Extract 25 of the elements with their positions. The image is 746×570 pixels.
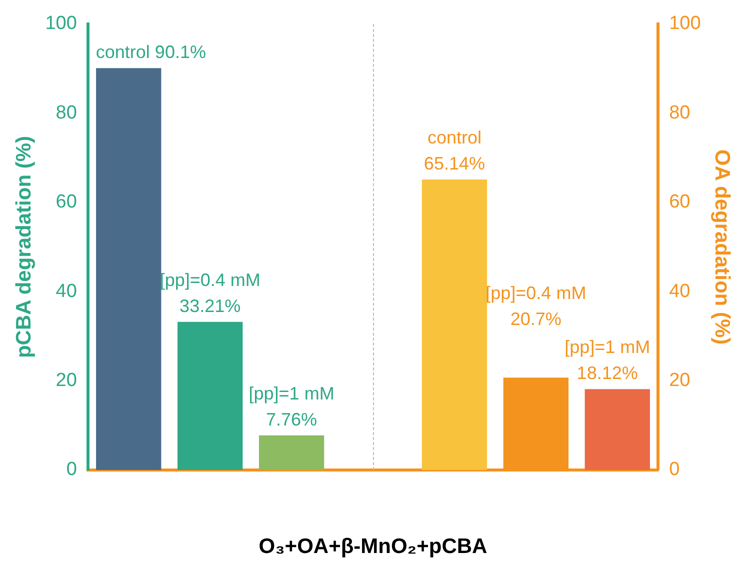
y-tick-label: 0 <box>66 459 77 480</box>
y2-tick-label: 80 <box>669 102 690 124</box>
y-tick-label: 20 <box>56 370 77 392</box>
bar <box>422 179 488 470</box>
y2-tick-label: 0 <box>669 459 680 480</box>
y-tick-label: 60 <box>56 192 77 213</box>
bar <box>258 435 324 470</box>
data-label: control 90.1% <box>96 42 206 62</box>
data-label: [pp]=0.4 mM 33.21% <box>160 270 260 316</box>
y2-tick-label: 20 <box>669 370 690 392</box>
y-tick-label: 80 <box>56 102 77 124</box>
bar <box>96 68 162 470</box>
bar <box>178 322 243 470</box>
y2-tick-label: 60 <box>669 192 690 213</box>
data-label: [pp]=1 mM 7.76% <box>248 383 334 430</box>
data-label: [pp]=1 mM 18.12% <box>564 337 650 384</box>
y-tick-label: 40 <box>56 280 77 302</box>
y2-axis-title: OA degradation (%) <box>710 149 734 345</box>
y2-tick-label: 40 <box>669 280 690 302</box>
bar <box>584 389 650 470</box>
x-axis-title: O₃+OA+β-MnO₂+pCBA <box>258 535 488 558</box>
y-tick-label: 100 <box>45 13 77 34</box>
y-axis-title: pCBA degradation (%) <box>12 136 36 358</box>
data-label: control 65.14% <box>424 127 485 174</box>
y2-tick-label: 100 <box>669 13 701 34</box>
